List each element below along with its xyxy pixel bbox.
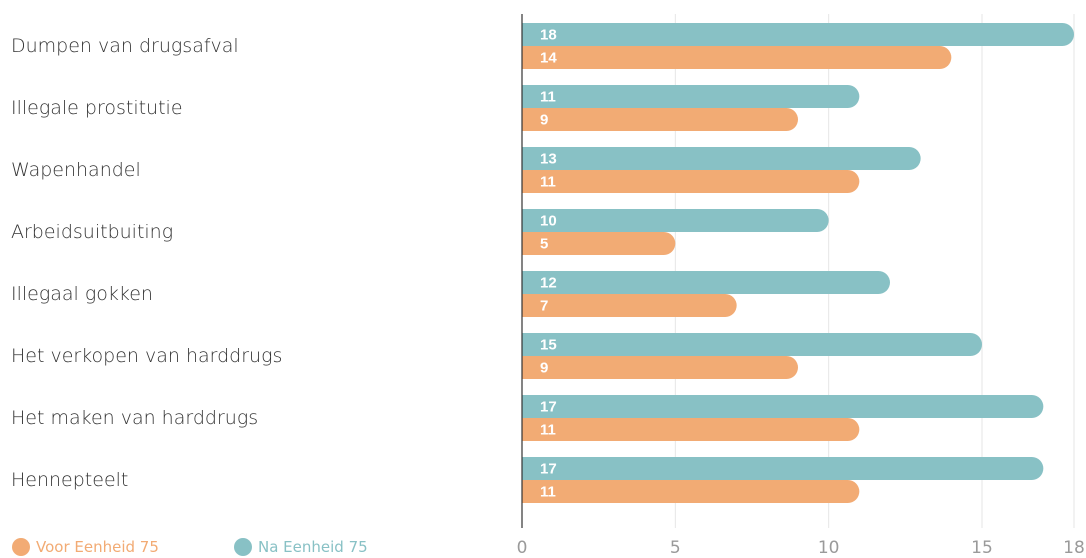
data-label: 13 [540,151,557,168]
data-label: 7 [540,298,548,315]
bar-na-0 [522,23,1074,46]
bar-na-3 [522,209,829,233]
category-label: Illegaal gokken [11,283,153,305]
category-label: Het maken van harddrugs [11,407,259,429]
bar-na-2 [522,147,921,170]
bar-na-7 [522,457,1044,480]
x-tick-label: 0 [516,538,528,558]
legend-swatch [12,538,30,556]
bar-voor-6 [522,418,860,441]
bar-voor-0 [522,46,952,69]
data-label: 5 [540,236,548,253]
data-label: 11 [540,174,556,191]
data-label: 18 [540,27,557,44]
category-label: Het verkopen van harddrugs [11,345,283,367]
data-label: 15 [540,337,557,354]
category-label: Arbeidsuitbuiting [11,221,174,243]
category-label: Hennepteelt [11,469,129,491]
legend-swatch [234,538,252,556]
data-label: 17 [540,399,557,416]
bar-voor-4 [522,294,737,317]
category-label: Wapenhandel [11,159,141,181]
data-label: 9 [540,112,548,129]
data-label: 14 [540,50,557,67]
bar-na-4 [522,271,890,294]
bar-voor-5 [522,356,798,379]
bar-voor-3 [522,232,676,255]
data-label: 10 [540,213,557,230]
data-label: 11 [540,89,556,106]
data-label: 17 [540,461,557,478]
x-tick-label: 18 [1063,538,1085,558]
bar-na-1 [522,85,860,108]
bar-voor-2 [522,170,860,193]
legend-item: Voor Eenheid 75 [12,538,159,556]
bar-voor-7 [522,480,860,503]
category-label: Illegale prostitutie [11,97,183,119]
x-tick-label: 15 [971,538,993,558]
legend-label: Na Eenheid 75 [258,538,368,556]
bar-na-6 [522,395,1044,418]
data-label: 12 [540,275,557,292]
data-label: 11 [540,484,556,501]
legend-item: Na Eenheid 75 [234,538,368,556]
data-label: 9 [540,360,548,377]
x-tick-label: 10 [817,538,840,558]
data-label: 11 [540,422,556,439]
x-tick-label: 5 [669,538,681,558]
category-label: Dumpen van drugsafval [11,35,239,57]
bar-voor-1 [522,108,798,131]
bar-na-5 [522,333,982,356]
legend-label: Voor Eenheid 75 [36,538,159,556]
